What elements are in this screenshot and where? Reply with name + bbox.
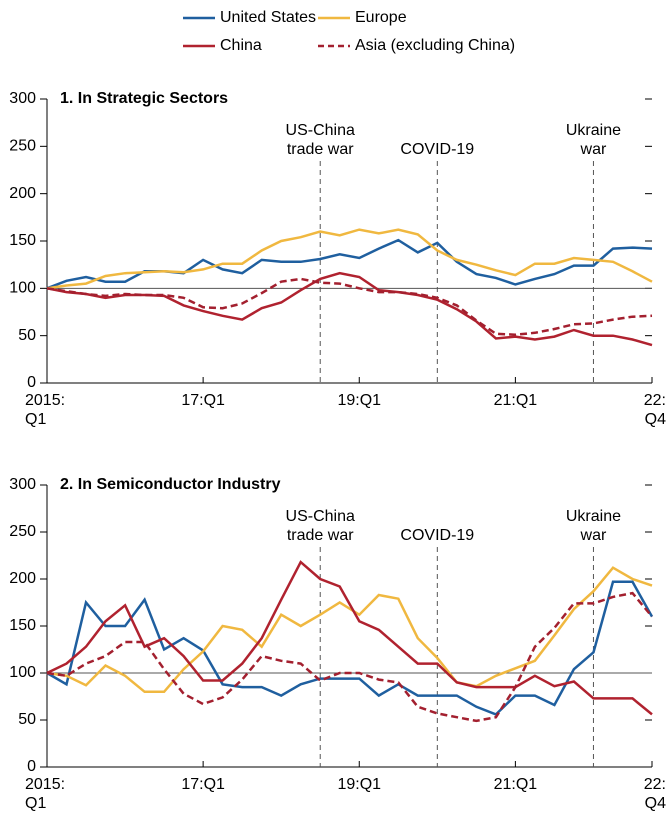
annotation: US-China trade war bbox=[285, 508, 355, 544]
annotation: US-China trade war bbox=[285, 122, 355, 158]
y-tick-label: 300 bbox=[9, 90, 36, 107]
x-tick-label: 19:Q1 bbox=[337, 392, 382, 409]
series-line bbox=[46, 228, 653, 290]
series-line bbox=[46, 591, 653, 723]
y-tick-label: 300 bbox=[9, 476, 36, 493]
y-tick-label: 250 bbox=[9, 523, 36, 540]
annotation: COVID-19 bbox=[400, 527, 475, 544]
x-tick-label: 21:Q1 bbox=[493, 392, 538, 409]
y-tick-label: 50 bbox=[18, 711, 36, 728]
x-tick-label: 2015: Q1 bbox=[25, 392, 66, 428]
x-tick-label: 22: Q4 bbox=[643, 776, 666, 812]
series-line bbox=[46, 271, 653, 347]
x-tick-label: 22: Q4 bbox=[643, 392, 666, 428]
series-line bbox=[46, 580, 654, 716]
legend-label: Asia (excluding China) bbox=[355, 37, 515, 54]
y-tick-label: 150 bbox=[9, 232, 36, 249]
y-tick-label: 150 bbox=[9, 617, 36, 634]
y-tick-label: 50 bbox=[18, 327, 36, 344]
panel-title: 1. In Strategic Sectors bbox=[60, 90, 228, 107]
x-tick-label: 21:Q1 bbox=[493, 776, 538, 793]
panel-title: 2. In Semiconductor Industry bbox=[60, 476, 281, 493]
legend-label: China bbox=[220, 37, 262, 54]
x-tick-label: 17:Q1 bbox=[181, 776, 225, 793]
series-line bbox=[46, 277, 653, 336]
y-tick-label: 0 bbox=[27, 758, 36, 775]
annotation: COVID-19 bbox=[400, 141, 475, 158]
x-tick-label: 17:Q1 bbox=[181, 392, 225, 409]
legend-label: Europe bbox=[355, 9, 407, 26]
y-tick-label: 200 bbox=[9, 185, 36, 202]
annotation: Ukraine war bbox=[565, 122, 621, 158]
y-tick-label: 200 bbox=[9, 570, 36, 587]
y-tick-label: 100 bbox=[9, 664, 36, 681]
x-tick-label: 19:Q1 bbox=[337, 776, 382, 793]
series-line bbox=[46, 238, 653, 290]
y-tick-label: 250 bbox=[9, 138, 36, 155]
series-line bbox=[46, 566, 653, 694]
legend-label: United States bbox=[220, 9, 316, 26]
y-tick-label: 0 bbox=[27, 374, 36, 391]
annotation: Ukraine war bbox=[565, 508, 621, 544]
y-tick-label: 100 bbox=[9, 280, 36, 297]
x-tick-label: 2015: Q1 bbox=[25, 776, 66, 812]
